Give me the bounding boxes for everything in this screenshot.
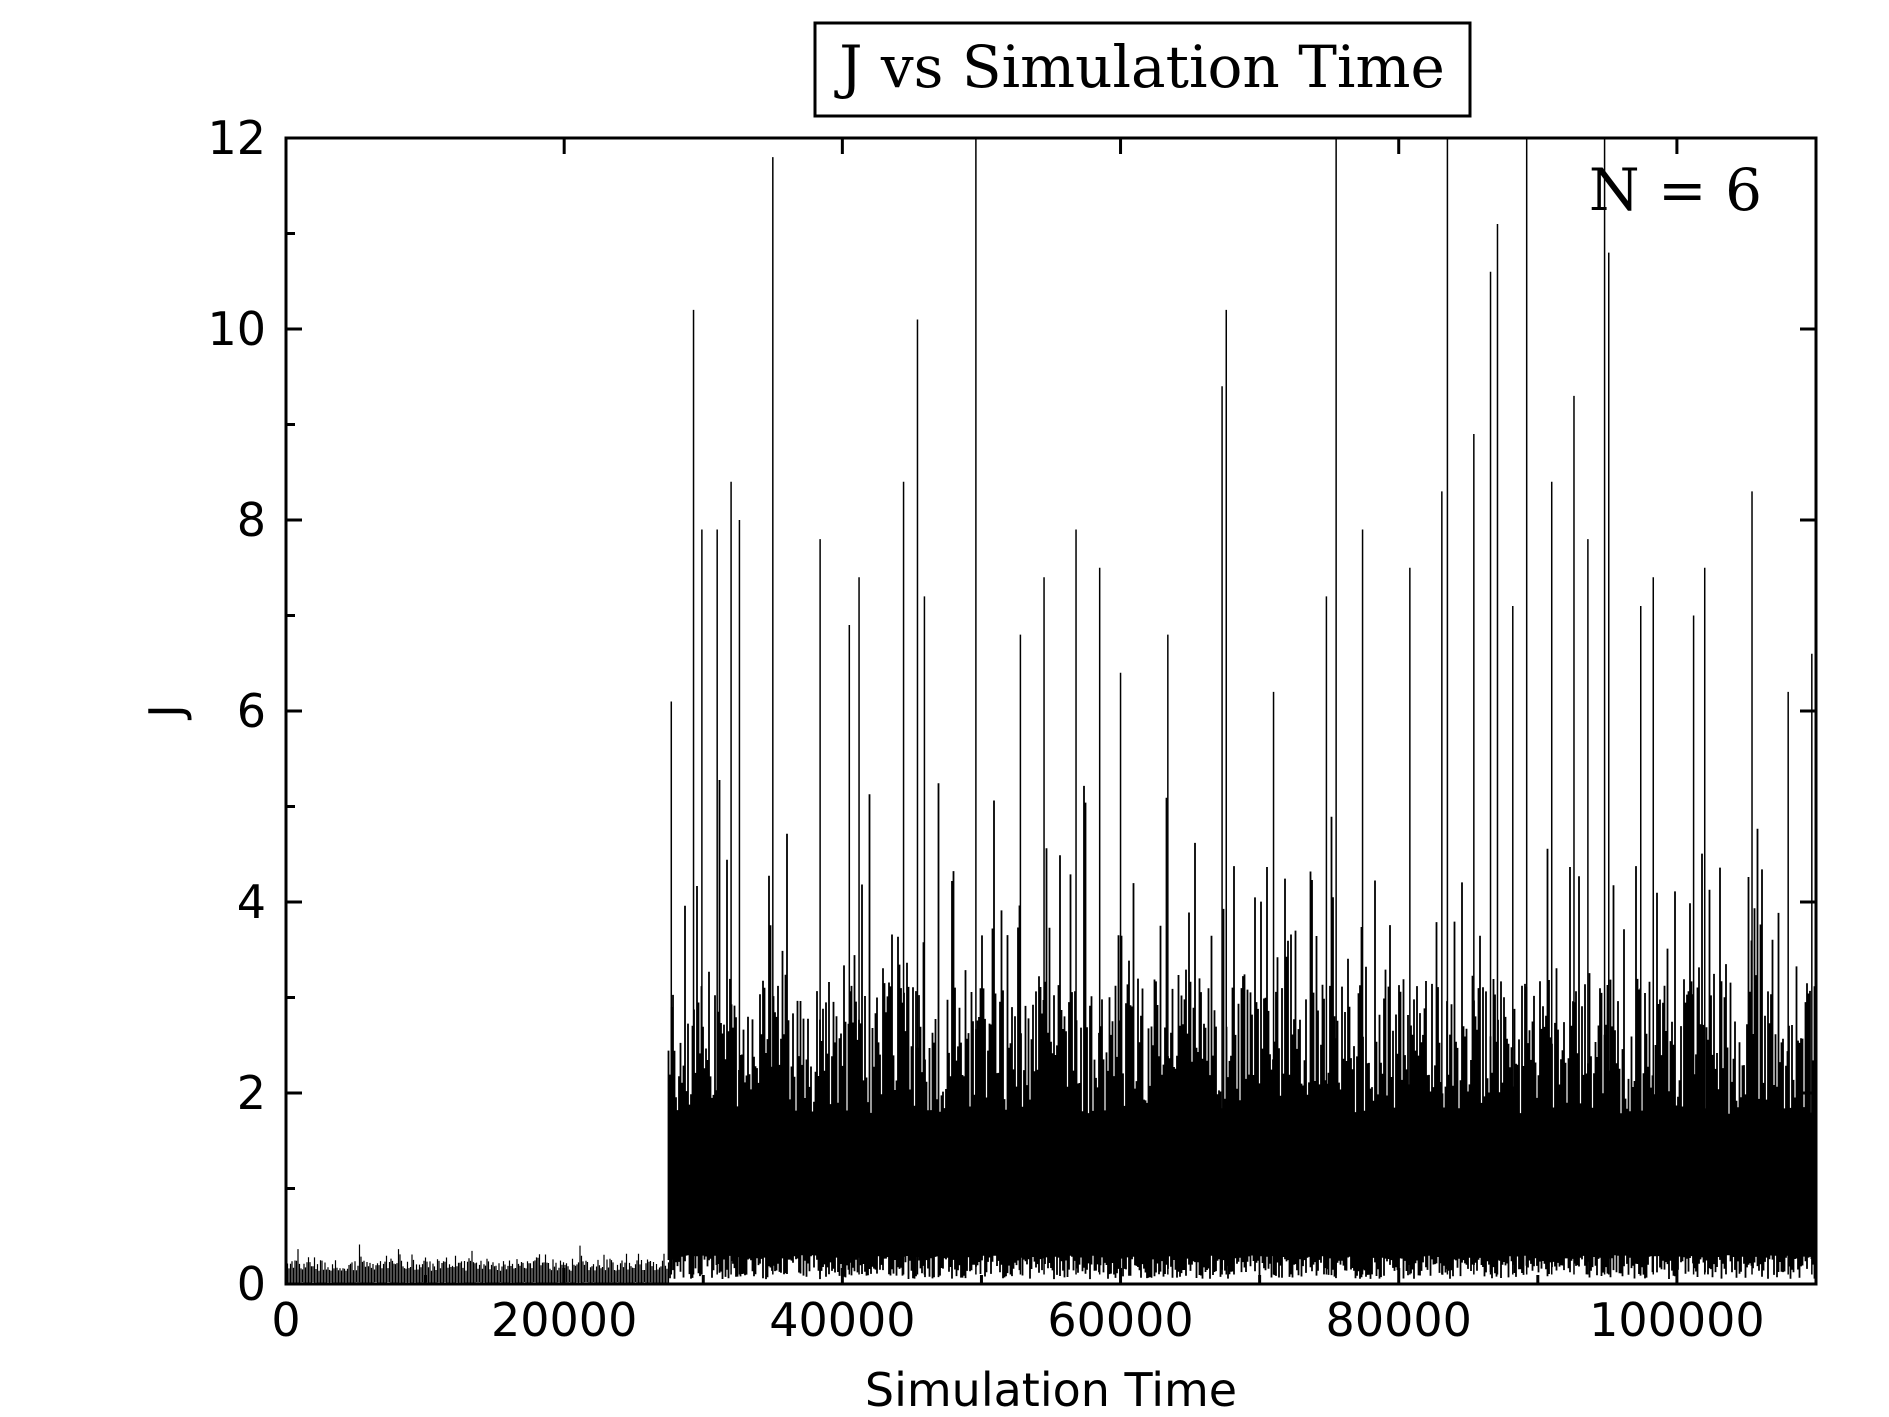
x-tick-label: 40000 bbox=[769, 1293, 915, 1347]
series-band-pre-transition bbox=[285, 1244, 670, 1284]
n-annotation: N = 6 bbox=[1589, 156, 1762, 224]
axis-ticks: 0 20000 40000 60000 80000 100000 0 2 4 6 8 10 12 bbox=[207, 111, 1816, 1347]
x-tick-label: 80000 bbox=[1326, 1293, 1472, 1347]
y-tick-label: 10 bbox=[207, 302, 266, 356]
title-group: J vs Simulation Time bbox=[813, 21, 1472, 118]
x-axis-label: Simulation Time bbox=[865, 1363, 1237, 1417]
data-layer bbox=[285, 138, 1817, 1284]
y-axis-label: J bbox=[139, 704, 193, 721]
title-box bbox=[813, 21, 1472, 118]
x-tick-label: 20000 bbox=[491, 1293, 637, 1347]
x-tick-label: 0 bbox=[271, 1293, 300, 1347]
y-tick-label: 12 bbox=[207, 111, 266, 165]
x-tick-label: 60000 bbox=[1047, 1293, 1193, 1347]
y-tick-label: 2 bbox=[237, 1066, 266, 1120]
y-tick-label: 0 bbox=[237, 1257, 266, 1311]
y-tick-label: 4 bbox=[237, 875, 266, 929]
series-band-post-transition bbox=[667, 780, 1817, 1280]
x-tick-label: 100000 bbox=[1589, 1293, 1765, 1347]
y-tick-label: 8 bbox=[237, 493, 266, 547]
chart-title: J vs Simulation Time bbox=[834, 33, 1445, 101]
y-tick-label: 6 bbox=[237, 684, 266, 738]
